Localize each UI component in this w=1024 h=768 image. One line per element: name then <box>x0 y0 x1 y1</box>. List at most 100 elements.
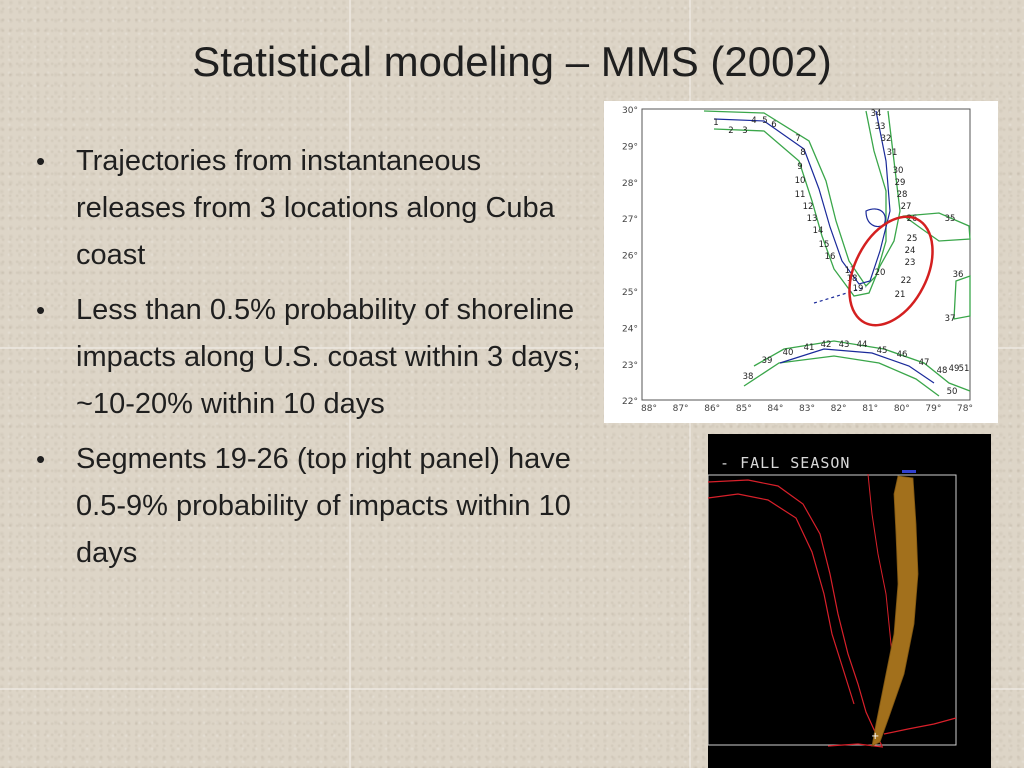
longitude-tick-label: 87° <box>673 404 689 414</box>
bullet-text: Segments 19-26 (top right panel) have 0.… <box>76 443 571 569</box>
segment-number-label: 12 <box>803 202 814 212</box>
segment-number-label: 30 <box>893 166 904 176</box>
longitude-tick-label: 82° <box>831 404 847 414</box>
latitude-tick-label: 27° <box>622 215 638 225</box>
segment-number-label: 26 <box>907 214 918 224</box>
latitude-axis: 30° 29° 28° 27° 26° 25° 24° 23° 22° <box>622 106 638 407</box>
segment-number-label: 46 <box>897 350 908 360</box>
latitude-tick-label: 26° <box>622 252 638 262</box>
trajectory-plot: N - FALL SEASON + <box>700 434 991 768</box>
segment-number-label: 1 <box>713 118 718 128</box>
segment-number-label: 6 <box>771 120 776 130</box>
plot-frame <box>707 474 957 746</box>
segment-number-label: 39 <box>762 356 773 366</box>
segment-number-label: 51 <box>959 364 970 374</box>
segment-number-label: 27 <box>901 202 912 212</box>
segment-number-label: 33 <box>875 122 886 132</box>
segment-number-label: 5 <box>762 116 767 126</box>
latitude-tick-label: 25° <box>622 288 638 298</box>
segment-number-label: 43 <box>839 340 850 350</box>
segment-number-label: 31 <box>887 148 898 158</box>
bullet-icon: • <box>36 146 46 176</box>
segment-number-label: 18 <box>847 274 858 284</box>
latitude-tick-label: 30° <box>622 106 638 116</box>
segment-number-label: 29 <box>895 178 906 188</box>
shoreline-segment-map: 30° 29° 28° 27° 26° 25° 24° 23° 22° 88° 87° 86° 85°… <box>604 101 998 423</box>
latitude-tick-label: 28° <box>622 179 638 189</box>
segment-number-label: 28 <box>897 190 908 200</box>
longitude-axis: 88° 87° 86° 85° 84° 83° 82° 81° 80° 79° 78° <box>641 404 973 414</box>
segment-number-label: 2 <box>728 126 733 136</box>
segment-number-label: 50 <box>947 387 958 397</box>
longitude-tick-label: 79° <box>925 404 941 414</box>
longitude-tick-label: 81° <box>862 404 878 414</box>
bullet-icon: • <box>36 444 46 474</box>
segment-number-label: 25 <box>907 234 918 244</box>
segment-number-label: 15 <box>819 240 830 250</box>
segment-number-label: 14 <box>813 226 824 236</box>
bullet-text: Trajectories from instantaneous releases… <box>76 145 555 271</box>
longitude-tick-label: 88° <box>641 404 657 414</box>
segment-number-label: 35 <box>945 214 956 224</box>
segment-number-label: 22 <box>901 276 912 286</box>
segment-number-label: 23 <box>905 258 916 268</box>
segment-number-label: 19 <box>853 284 864 294</box>
background-grid-line <box>349 0 351 768</box>
longitude-tick-label: 86° <box>704 404 720 414</box>
segment-number-label: 16 <box>825 252 836 262</box>
segment-number-label: 24 <box>905 246 916 256</box>
bullet-list: • Trajectories from instantaneous release… <box>34 138 582 585</box>
latitude-tick-label: 23° <box>622 361 638 371</box>
segment-number-label: 20 <box>875 268 886 278</box>
release-marker <box>902 470 916 473</box>
season-label: N - FALL SEASON <box>708 454 850 472</box>
trajectory-figure: N - FALL SEASON + <box>700 454 957 748</box>
segment-number-label: 3 <box>742 126 747 136</box>
longitude-tick-label: 84° <box>767 404 783 414</box>
coastline <box>707 473 957 748</box>
segment-number-label: 11 <box>795 190 806 200</box>
segment-number-label: 40 <box>783 348 794 358</box>
segment-number-label: 13 <box>807 214 818 224</box>
segment-number-label: 47 <box>919 358 930 368</box>
background-grid-line <box>0 347 1024 349</box>
segment-buffer <box>703 110 971 397</box>
segment-number-label: 38 <box>743 372 754 382</box>
segment-number-label: 4 <box>751 116 756 126</box>
segment-number-label: 34 <box>871 109 882 119</box>
segment-number-label: 36 <box>953 270 964 280</box>
segment-number-label: 7 <box>795 134 800 144</box>
segment-labels: 12 34 5 67891011121314151617181920212223242… <box>713 109 969 397</box>
longitude-tick-label: 83° <box>799 404 815 414</box>
latitude-tick-label: 24° <box>622 324 638 334</box>
segment-number-label: 42 <box>821 340 832 350</box>
highlight-ellipse <box>848 215 934 327</box>
background-grid-line <box>0 688 1024 690</box>
bullet-icon: • <box>36 295 46 325</box>
bullet-text: Less than 0.5% probability of shoreline … <box>76 294 581 420</box>
latitude-tick-label: 22° <box>622 397 638 407</box>
latitude-tick-label: 29° <box>622 142 638 152</box>
map-frame <box>641 108 971 401</box>
segment-number-label: 41 <box>804 343 815 353</box>
coastline <box>713 110 935 384</box>
segment-number-label: 9 <box>797 162 802 172</box>
bullet-item: • Trajectories from instantaneous release… <box>34 138 582 279</box>
segment-number-label: 10 <box>795 176 806 186</box>
segment-number-label: 37 <box>945 314 956 324</box>
release-point-icon: + <box>871 731 879 742</box>
segment-number-label: 44 <box>857 340 868 350</box>
slide-title: Statistical modeling – MMS (2002) <box>192 38 832 85</box>
segment-number-label: 8 <box>800 148 805 158</box>
segment-number-label: 49 <box>949 364 960 374</box>
segment-number-label: 21 <box>895 290 906 300</box>
segment-number-label: 48 <box>937 366 948 376</box>
bullet-item: • Segments 19-26 (top right panel) have 0… <box>34 436 582 577</box>
longitude-tick-label: 80° <box>894 404 910 414</box>
map-figure: 30° 29° 28° 27° 26° 25° 24° 23° 22° 88° 87° 86° 85°… <box>622 106 973 414</box>
longitude-tick-label: 85° <box>736 404 752 414</box>
trajectory-envelope <box>871 475 919 747</box>
segment-number-label: 32 <box>881 134 892 144</box>
longitude-tick-label: 78° <box>957 404 973 414</box>
segment-number-label: 17 <box>845 266 856 276</box>
